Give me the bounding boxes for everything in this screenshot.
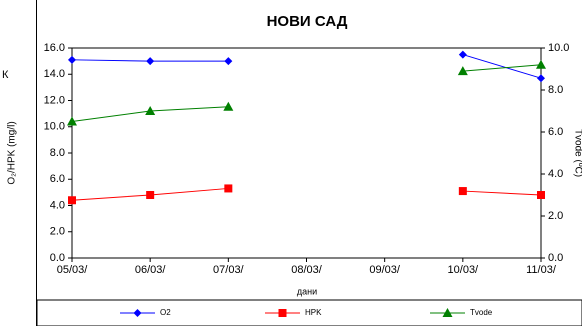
x-tick-label: 05/03/ xyxy=(57,264,89,276)
y-tick-label: 16.0 xyxy=(44,42,65,54)
y2-tick-label: 10.0 xyxy=(548,42,569,54)
legend-label: HPK xyxy=(305,308,322,317)
point xyxy=(537,191,545,199)
x-tick-label: 07/03/ xyxy=(213,264,245,276)
point xyxy=(224,184,233,193)
legend-label: Tvode xyxy=(470,308,493,317)
point xyxy=(537,74,545,83)
y2-tick-label: 8.0 xyxy=(548,84,563,96)
x-tick-label: 08/03/ xyxy=(291,264,323,276)
y2-tick-label: 2.0 xyxy=(548,210,563,222)
y-axis-title: O₂/HPK (mg/l) xyxy=(7,121,18,184)
plot-area xyxy=(71,47,542,259)
annotation: К xyxy=(2,69,9,81)
point xyxy=(223,101,234,111)
point xyxy=(146,57,155,66)
point xyxy=(457,66,468,76)
series-line xyxy=(71,54,542,79)
y2-tick-label: 4.0 xyxy=(548,168,563,180)
point xyxy=(68,55,76,64)
y-tick-label: 12.0 xyxy=(44,94,65,106)
x-tick-label: 06/03/ xyxy=(135,264,167,276)
legend-marker xyxy=(442,308,453,317)
y-tick-label: 10.0 xyxy=(44,121,65,133)
x-tick-label: 10/03/ xyxy=(448,264,480,276)
point xyxy=(68,196,76,205)
point xyxy=(146,191,155,199)
legend xyxy=(36,299,582,326)
point xyxy=(536,59,546,69)
y2-axis-title: Tvode (ºC) xyxy=(572,129,582,177)
point xyxy=(458,50,467,59)
legend-marker xyxy=(278,309,287,317)
y-tick-label: 14.0 xyxy=(44,68,65,80)
x-tick-label: 09/03/ xyxy=(369,264,401,276)
point xyxy=(67,116,77,126)
y-tick-label: 6.0 xyxy=(50,173,65,185)
chart-title: НОВИ САД xyxy=(267,13,348,30)
y-tick-label: 0.0 xyxy=(50,252,65,264)
point xyxy=(145,106,156,115)
series-line xyxy=(71,187,542,201)
y-tick-label: 4.0 xyxy=(50,199,65,211)
y-tick-label: 8.0 xyxy=(50,147,65,159)
y-tick-label: 2.0 xyxy=(50,226,65,238)
point xyxy=(458,187,467,196)
y2-tick-label: 6.0 xyxy=(548,126,563,138)
x-axis-title: дани xyxy=(297,286,317,296)
x-tick-label: 11/03/ xyxy=(526,264,557,276)
series-line xyxy=(71,64,542,122)
y2-tick-label: 0.0 xyxy=(548,252,563,264)
point xyxy=(224,57,233,66)
legend-marker xyxy=(133,309,142,317)
legend-label: O2 xyxy=(160,308,171,317)
